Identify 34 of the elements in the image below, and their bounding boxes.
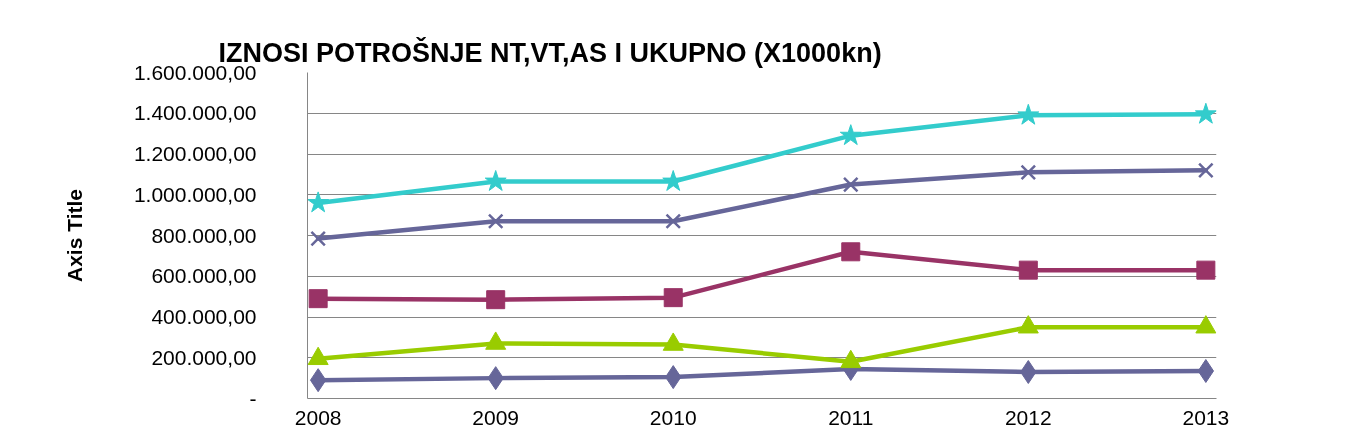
point [487,213,504,230]
y-tick-label: 200.000,00 [151,345,257,369]
y-tick-label: - [249,386,257,410]
point [1197,358,1215,383]
y-tick-label: 1.200.000,00 [133,142,257,165]
y-tick-label: 1.000.000,00 [133,182,257,206]
point [1018,260,1038,280]
x-tick-label: 2008 [294,405,342,429]
point [842,176,859,193]
point [1197,162,1214,179]
y-tick-label: 1.400.000,00 [133,101,257,125]
point [663,288,683,308]
point [307,191,330,213]
y-axis-title: Axis Title [62,189,86,282]
point [308,289,328,309]
y-tick-label: 400.000,00 [151,305,257,328]
point [310,230,327,247]
y-tick-label: 800.000,00 [151,223,257,247]
point [1017,103,1040,125]
point [484,170,507,191]
point [665,213,682,230]
y-tick-label: 600.000,00 [151,264,257,288]
point [309,368,327,393]
point [839,124,862,146]
x-tick-label: 2012 [1004,405,1052,429]
x-tick-label: 2013 [1182,405,1230,429]
point [841,242,861,262]
point [1196,260,1216,280]
point [486,290,506,310]
x-tick-label: 2011 [828,405,874,429]
x-tick-label: 2010 [649,405,697,429]
point [1194,102,1217,124]
x-tick-label: 2009 [472,405,520,429]
point [1020,164,1037,181]
